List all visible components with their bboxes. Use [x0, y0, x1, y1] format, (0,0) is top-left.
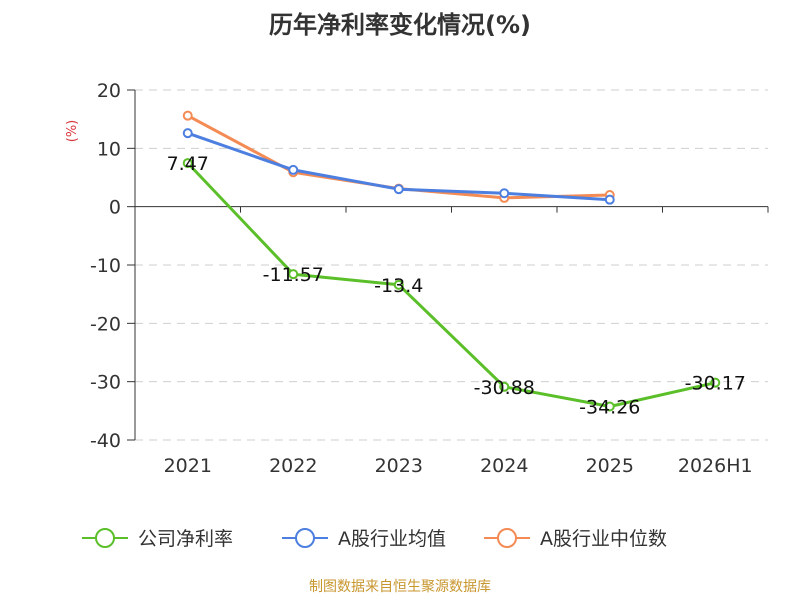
data-label: -30.88	[474, 377, 535, 399]
x-tick-label: 2026H1	[678, 455, 753, 477]
data-labels: 7.47 -11.57 -13.4 -30.88 -34.26 -30.17	[167, 153, 746, 418]
legend-label: 公司净利率	[138, 528, 233, 550]
y-tick-label: 10	[97, 138, 121, 160]
series-line	[186, 162, 716, 408]
x-tick-label: 2024	[480, 455, 528, 477]
x-tick-labels: 2021 2022 2023 2024 2025 2026H1	[164, 455, 753, 477]
data-point	[499, 381, 510, 392]
legend-label: A股行业中位数	[540, 528, 667, 550]
x-tick-label: 2025	[586, 455, 634, 477]
data-label: -30.17	[685, 373, 746, 395]
data-point	[499, 188, 510, 199]
data-point	[604, 401, 615, 412]
x-tick-label: 2022	[269, 455, 317, 477]
legend-marker	[497, 528, 517, 548]
axes	[127, 89, 769, 441]
x-tick-label: 2023	[375, 455, 423, 477]
legend-item[interactable]: A股行业均值	[282, 528, 446, 550]
legend[interactable]: 公司净利率 A股行业均值 A股行业中位数	[82, 528, 667, 550]
y-tick-label: -10	[90, 255, 121, 277]
legend-marker	[95, 528, 115, 548]
data-point	[393, 279, 404, 290]
y-tick-label: -20	[90, 313, 121, 335]
grid-lines	[135, 89, 768, 441]
y-tick-label: -40	[90, 430, 121, 452]
legend-item[interactable]: A股行业中位数	[484, 528, 667, 550]
y-tick-label: -30	[90, 372, 121, 394]
data-point	[182, 128, 193, 139]
y-tick-labels: 20 10 0 -10 -20 -30 -40	[90, 80, 121, 452]
data-label: 7.47	[167, 153, 209, 175]
legend-item[interactable]: 公司净利率	[82, 528, 233, 550]
x-tick-label: 2021	[164, 455, 212, 477]
data-point	[604, 194, 615, 205]
data-point	[288, 164, 299, 175]
data-label: -11.57	[263, 264, 324, 286]
legend-marker	[295, 528, 315, 548]
source-note: 制图数据来自恒生聚源数据库	[309, 579, 491, 595]
data-label: -13.4	[374, 275, 423, 297]
series-layer	[182, 110, 721, 412]
data-point	[182, 158, 193, 169]
y-tick-label: 0	[109, 197, 121, 219]
y-axis-unit: (%)	[65, 120, 80, 143]
data-point	[182, 110, 193, 121]
data-point	[288, 269, 299, 280]
chart-title: 历年净利率变化情况(%)	[269, 11, 531, 39]
legend-label: A股行业均值	[338, 528, 446, 550]
data-point	[710, 377, 721, 388]
data-point	[393, 184, 404, 195]
data-label: -34.26	[579, 397, 640, 419]
y-tick-label: 20	[97, 80, 121, 102]
